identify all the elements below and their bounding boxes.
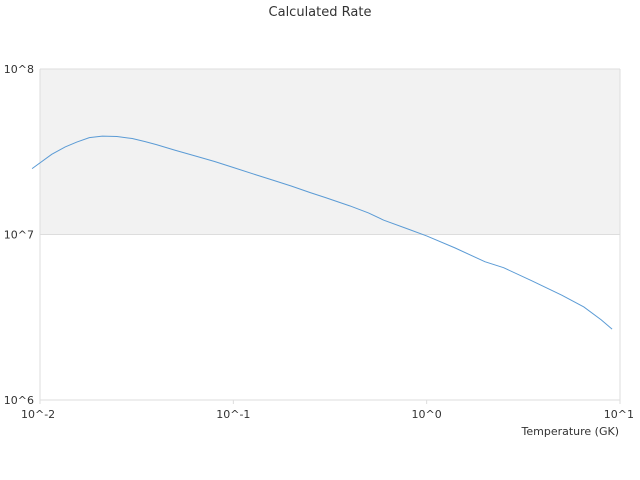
y-tick-labels: 10^6 10^7 10^8: [4, 63, 34, 407]
x-tick-label: 10^1: [604, 408, 634, 421]
x-tick-label: 10^-1: [216, 408, 250, 421]
y-tick-label: 10^6: [4, 394, 34, 407]
y-tick-label: 10^7: [4, 229, 34, 242]
plot-area: [31, 68, 621, 404]
x-tick-labels: 10^-2 10^-1 10^0 10^1: [21, 408, 634, 421]
y-tick-label: 10^8: [4, 63, 34, 76]
x-axis-label: Temperature (GK): [521, 425, 620, 438]
x-tick-label: 10^0: [412, 408, 442, 421]
shaded-band: [40, 69, 620, 235]
series-line: [31, 135, 613, 330]
x-tick-label: 10^-2: [21, 408, 55, 421]
axes: [39, 69, 621, 401]
chart-title: Calculated Rate: [269, 5, 372, 20]
